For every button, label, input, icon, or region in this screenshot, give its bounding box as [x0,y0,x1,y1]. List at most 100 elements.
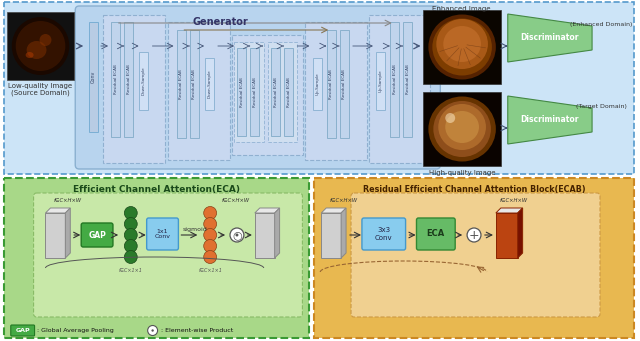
Ellipse shape [16,21,65,71]
Text: (Source Domain): (Source Domain) [11,90,70,97]
Bar [313,58,322,110]
Text: +: + [468,229,479,242]
Bar [103,15,164,163]
Polygon shape [321,208,346,213]
Ellipse shape [433,18,492,75]
Circle shape [124,251,137,264]
Polygon shape [255,213,275,258]
Polygon shape [518,208,523,258]
Bar [88,22,97,132]
Circle shape [204,251,216,264]
Bar [205,58,214,110]
Bar [268,42,298,142]
Ellipse shape [40,34,51,46]
Ellipse shape [428,15,496,79]
Text: Residual ECAB: Residual ECAB [240,77,244,107]
Text: (Enhanced Domain): (Enhanced Domain) [570,22,632,27]
Bar [237,48,246,136]
Bar [168,22,230,160]
Bar [305,22,367,160]
Text: Residual ECAB: Residual ECAB [127,64,131,94]
Text: Residual ECAB: Residual ECAB [253,77,257,107]
Bar [390,22,399,137]
Text: f∈C×H×W: f∈C×H×W [500,198,528,203]
Bar [140,52,148,110]
FancyBboxPatch shape [11,325,35,336]
Polygon shape [496,213,518,258]
Ellipse shape [428,97,496,162]
Ellipse shape [444,26,481,62]
Polygon shape [496,208,523,213]
Bar [7,12,74,80]
FancyBboxPatch shape [81,223,113,247]
Ellipse shape [27,41,47,59]
Text: Low-quality Image: Low-quality Image [8,83,72,89]
Polygon shape [65,208,70,258]
Text: Residual ECAB: Residual ECAB [274,77,278,107]
Circle shape [236,234,239,237]
Text: Down-Sample: Down-Sample [141,67,146,95]
Text: (Target Domain): (Target Domain) [575,104,627,109]
Polygon shape [255,208,280,213]
Text: Residual ECAB: Residual ECAB [114,64,118,94]
FancyBboxPatch shape [417,218,455,250]
Circle shape [467,228,481,242]
Text: f∈C×H×W: f∈C×H×W [53,198,81,203]
Polygon shape [341,208,346,258]
Circle shape [204,228,216,241]
Text: Up-Sample: Up-Sample [379,70,383,92]
Text: Efficient Channel Attention(ECA): Efficient Channel Attention(ECA) [73,185,240,194]
Text: Residual ECAB: Residual ECAB [192,69,196,99]
Text: Discriminator: Discriminator [521,33,579,43]
Text: Residual Efficient Channel Attention Block(ECAB): Residual Efficient Channel Attention Blo… [363,185,586,194]
Bar [376,52,385,110]
Text: ECA: ECA [427,229,445,238]
FancyBboxPatch shape [351,193,600,317]
Ellipse shape [433,101,491,157]
Text: Residual ECAB: Residual ECAB [287,77,291,107]
Text: Generator: Generator [192,17,248,27]
Text: f∈C×H×W: f∈C×H×W [329,198,357,203]
Text: f∈C×1×1: f∈C×1×1 [198,268,222,273]
Bar [424,10,501,84]
Text: Down-Sample: Down-Sample [207,70,211,98]
Circle shape [204,239,216,252]
Text: GAP: GAP [88,231,106,239]
FancyBboxPatch shape [76,6,440,169]
Text: Up-Sample: Up-Sample [316,73,319,95]
Text: : Global Average Pooling: : Global Average Pooling [36,328,113,333]
Bar [177,30,186,138]
Text: Residual ECAB: Residual ECAB [329,69,333,99]
Circle shape [124,239,137,252]
Ellipse shape [438,104,486,150]
Polygon shape [45,208,70,213]
Bar [340,30,349,138]
Circle shape [148,326,157,336]
Text: : Element-wise Product: : Element-wise Product [161,328,233,333]
Text: Residual ECAB: Residual ECAB [179,69,184,99]
Polygon shape [508,96,592,144]
Polygon shape [321,213,341,258]
Text: Residual ECAB: Residual ECAB [406,64,410,94]
Circle shape [204,218,216,231]
Ellipse shape [12,17,69,75]
Text: f∈C×H×W: f∈C×H×W [222,198,250,203]
Bar [111,22,120,137]
Text: GAP: GAP [15,328,30,333]
Circle shape [124,218,137,231]
Bar [326,30,335,138]
Text: f∈C×1×1: f∈C×1×1 [119,268,143,273]
Text: Enhanced Image: Enhanced Image [432,6,490,12]
Bar [250,48,259,136]
Circle shape [124,228,137,241]
Ellipse shape [26,52,33,58]
Text: 1x1
Conv: 1x1 Conv [154,228,170,239]
Polygon shape [275,208,280,258]
Bar [403,22,412,137]
Circle shape [230,228,244,242]
Bar [190,30,199,138]
Text: ○: ○ [232,230,242,240]
Text: Residual ECAB: Residual ECAB [393,64,397,94]
Bar [232,35,303,155]
Circle shape [124,207,137,220]
